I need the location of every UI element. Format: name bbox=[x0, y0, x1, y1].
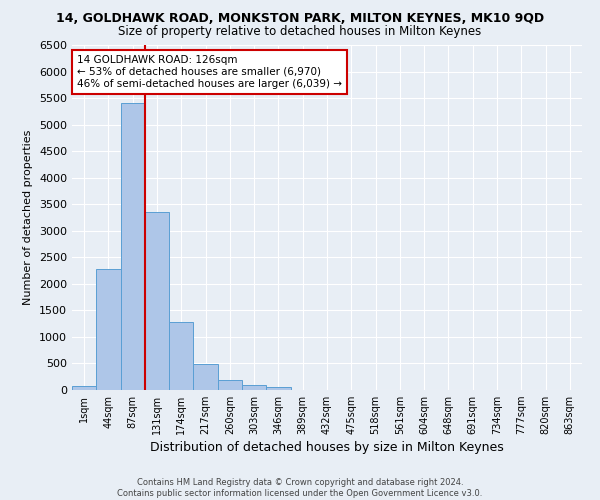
Bar bbox=[96, 269, 121, 390]
Bar bbox=[266, 387, 290, 390]
Bar bbox=[193, 364, 218, 390]
Bar bbox=[169, 322, 193, 390]
Bar bbox=[218, 380, 242, 390]
Text: 14 GOLDHAWK ROAD: 126sqm
← 53% of detached houses are smaller (6,970)
46% of sem: 14 GOLDHAWK ROAD: 126sqm ← 53% of detach… bbox=[77, 56, 342, 88]
Text: Size of property relative to detached houses in Milton Keynes: Size of property relative to detached ho… bbox=[118, 25, 482, 38]
Bar bbox=[145, 212, 169, 390]
Text: Contains HM Land Registry data © Crown copyright and database right 2024.
Contai: Contains HM Land Registry data © Crown c… bbox=[118, 478, 482, 498]
Text: 14, GOLDHAWK ROAD, MONKSTON PARK, MILTON KEYNES, MK10 9QD: 14, GOLDHAWK ROAD, MONKSTON PARK, MILTON… bbox=[56, 12, 544, 26]
Bar bbox=[72, 386, 96, 390]
X-axis label: Distribution of detached houses by size in Milton Keynes: Distribution of detached houses by size … bbox=[150, 442, 504, 454]
Y-axis label: Number of detached properties: Number of detached properties bbox=[23, 130, 34, 305]
Bar bbox=[121, 104, 145, 390]
Bar bbox=[242, 385, 266, 390]
